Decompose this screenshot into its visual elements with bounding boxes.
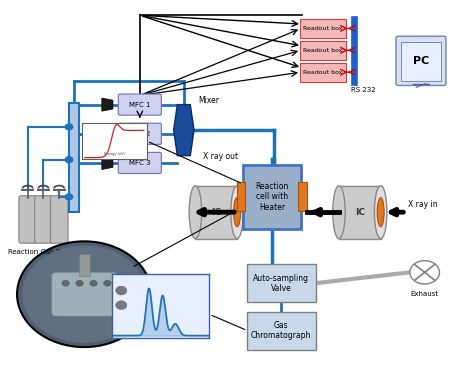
Circle shape [116,286,127,295]
Text: RS 232: RS 232 [351,87,375,93]
Text: Gas
Chromatograph: Gas Chromatograph [251,321,311,340]
FancyBboxPatch shape [300,63,346,82]
FancyBboxPatch shape [246,312,316,350]
Text: MFC 2: MFC 2 [129,131,151,137]
Ellipse shape [234,198,240,227]
Text: IC: IC [211,208,221,217]
Text: Reaction Gas Supply: Reaction Gas Supply [8,249,79,255]
Text: Auto-sampling
Valve: Auto-sampling Valve [253,273,309,293]
FancyBboxPatch shape [351,16,357,85]
Ellipse shape [231,186,243,239]
Circle shape [410,261,439,284]
Circle shape [104,280,111,286]
FancyBboxPatch shape [50,196,68,243]
FancyBboxPatch shape [299,182,307,211]
FancyBboxPatch shape [35,196,52,243]
FancyBboxPatch shape [246,264,316,302]
FancyBboxPatch shape [118,152,161,173]
Text: Exhaust: Exhaust [410,291,439,296]
Circle shape [76,280,83,286]
FancyBboxPatch shape [300,19,346,38]
Polygon shape [102,98,113,111]
FancyBboxPatch shape [195,186,237,239]
Text: X ray in: X ray in [409,199,438,209]
Polygon shape [102,156,113,169]
Text: Readout box: Readout box [303,70,343,75]
Text: Readout box: Readout box [303,26,343,31]
FancyBboxPatch shape [243,165,301,229]
Ellipse shape [377,198,384,227]
FancyBboxPatch shape [396,36,446,86]
Circle shape [62,280,69,286]
Text: MFC 3: MFC 3 [129,160,151,166]
FancyBboxPatch shape [300,41,346,60]
Circle shape [116,301,127,310]
Circle shape [90,280,97,286]
Text: Readout box: Readout box [303,48,343,53]
FancyBboxPatch shape [118,94,161,115]
FancyBboxPatch shape [339,186,381,239]
FancyBboxPatch shape [52,272,117,316]
Text: X ray out: X ray out [203,152,238,161]
Text: IC: IC [355,208,365,217]
FancyBboxPatch shape [401,42,441,81]
Circle shape [17,241,151,347]
FancyBboxPatch shape [69,103,79,212]
Polygon shape [173,105,194,156]
Circle shape [22,246,146,343]
Circle shape [65,194,73,200]
Polygon shape [102,127,113,140]
FancyBboxPatch shape [19,196,36,243]
Ellipse shape [374,186,387,239]
FancyBboxPatch shape [237,182,245,211]
Ellipse shape [189,186,201,239]
FancyBboxPatch shape [118,123,161,144]
Text: MFC 1: MFC 1 [129,102,151,108]
FancyBboxPatch shape [79,254,90,276]
Text: Mixer: Mixer [199,97,219,105]
Text: Reaction
cell with
Heater: Reaction cell with Heater [255,182,289,212]
Circle shape [65,157,73,163]
Text: PC: PC [413,56,429,66]
Circle shape [65,124,73,130]
Ellipse shape [333,186,345,239]
